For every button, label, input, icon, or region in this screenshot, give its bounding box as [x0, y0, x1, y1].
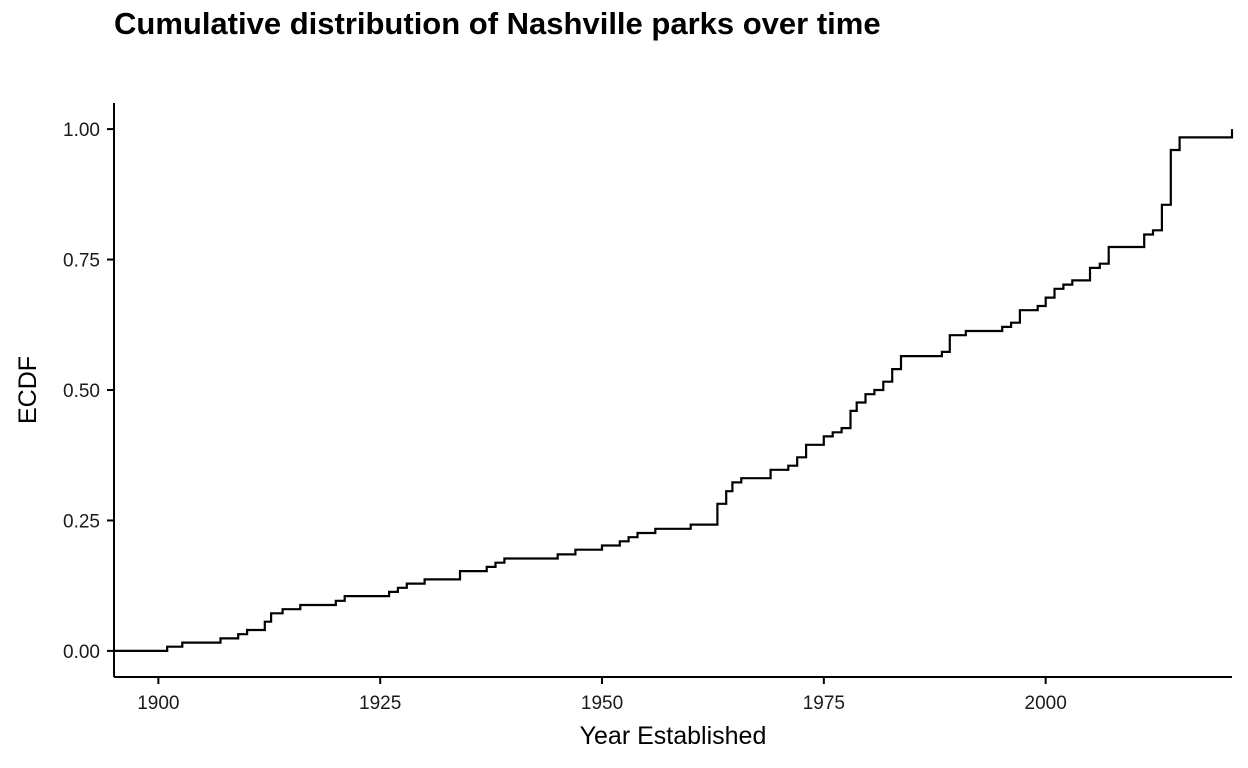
x-tick-label: 1950 — [581, 693, 623, 714]
x-tick-label: 2000 — [1025, 693, 1067, 714]
data-layer — [114, 129, 1234, 652]
x-tick-label: 1925 — [359, 693, 401, 714]
y-tick-label: 0.75 — [63, 251, 100, 272]
y-axis-title: ECDF — [14, 356, 42, 424]
y-axis-ticks: 0.00 0.25 0.50 0.75 1.00 — [63, 120, 114, 663]
chart-title: Cumulative distribution of Nashville par… — [114, 6, 881, 41]
y-tick-label: 0.25 — [63, 511, 100, 532]
y-tick-label: 1.00 — [63, 120, 100, 141]
y-tick-label: 0.00 — [63, 642, 100, 663]
x-axis-ticks: 1900 1925 1950 1975 2000 — [137, 677, 1067, 714]
x-tick-label: 1900 — [137, 693, 179, 714]
ecdf-step-line — [114, 129, 1234, 652]
x-axis-title: Year Established — [580, 722, 767, 750]
x-tick-label: 1975 — [803, 693, 845, 714]
y-tick-label: 0.50 — [63, 381, 100, 402]
